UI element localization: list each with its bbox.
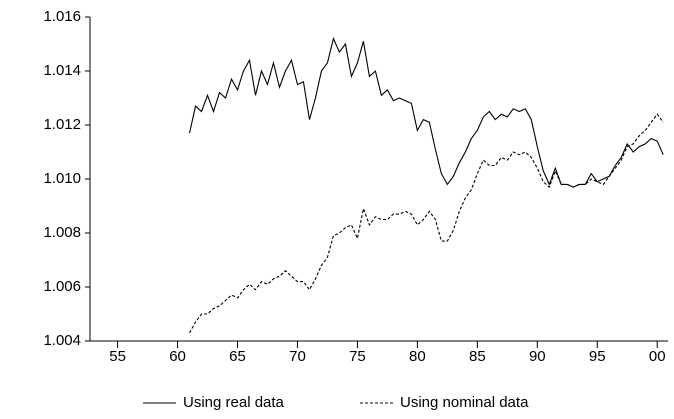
y-tick-label: 1.012 — [43, 116, 81, 133]
x-tick-label: 95 — [589, 348, 606, 365]
x-tick-label: 80 — [409, 348, 426, 365]
x-tick-label: 60 — [169, 348, 186, 365]
y-tick-label: 1.004 — [43, 332, 81, 349]
x-tick-label: 90 — [529, 348, 546, 365]
x-tick-label: 00 — [649, 348, 666, 365]
x-tick-label: 70 — [289, 348, 306, 365]
x-tick-label: 75 — [349, 348, 366, 365]
x-tick-label: 55 — [109, 348, 126, 365]
x-tick-label: 85 — [469, 348, 486, 365]
legend-label: Using nominal data — [400, 394, 529, 411]
y-tick-label: 1.010 — [43, 170, 81, 187]
data-line — [189, 113, 664, 334]
y-tick-label: 1.008 — [43, 224, 81, 241]
legend-label: Using real data — [183, 394, 285, 411]
y-tick-label: 1.014 — [43, 62, 81, 79]
y-tick-label: 1.016 — [43, 8, 81, 25]
y-tick-label: 1.006 — [43, 278, 81, 295]
x-tick-label: 65 — [229, 348, 246, 365]
data-line — [188, 36, 664, 188]
